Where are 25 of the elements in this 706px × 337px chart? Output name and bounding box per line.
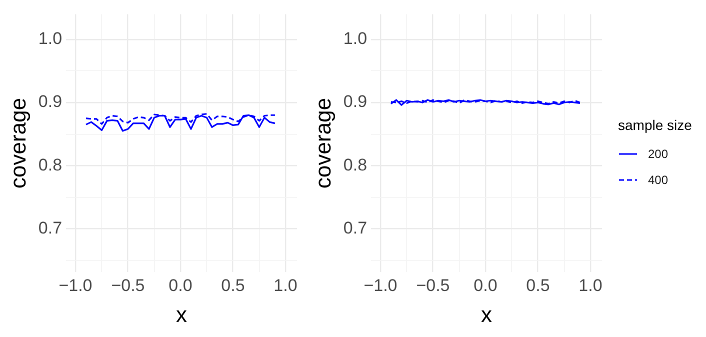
x-tick-label: 0.5	[221, 276, 245, 296]
x-tick-label: 0.5	[526, 276, 550, 296]
x-axis-title: x	[176, 302, 188, 327]
x-tick-label: 0.0	[168, 276, 192, 296]
x-tick-label: 1.0	[274, 276, 298, 296]
x-tick-label: −0.5	[111, 276, 145, 296]
x-tick-label: 1.0	[578, 276, 602, 296]
legend-label: 400	[648, 173, 668, 187]
y-tick-label: 1.0	[38, 29, 62, 48]
y-tick-label: 0.9	[38, 92, 62, 112]
x-tick-label: −1.0	[58, 276, 92, 296]
legend-title: sample size	[618, 117, 693, 133]
x-axis-title: x	[481, 302, 492, 327]
x-tick-label: −0.5	[416, 276, 450, 296]
y-axis-title: coverage	[310, 98, 336, 188]
y-tick-label: 0.8	[343, 155, 368, 174]
x-tick-label: −1.0	[364, 276, 398, 296]
legend-label: 200	[648, 147, 668, 161]
x-tick-label: 0.0	[474, 276, 498, 296]
y-axis-title: coverage	[5, 98, 30, 188]
y-tick-label: 0.7	[343, 218, 368, 238]
y-tick-label: 0.7	[38, 218, 62, 238]
y-tick-label: 1.0	[343, 29, 368, 48]
y-tick-label: 0.8	[38, 155, 62, 174]
y-tick-label: 0.9	[343, 92, 368, 112]
